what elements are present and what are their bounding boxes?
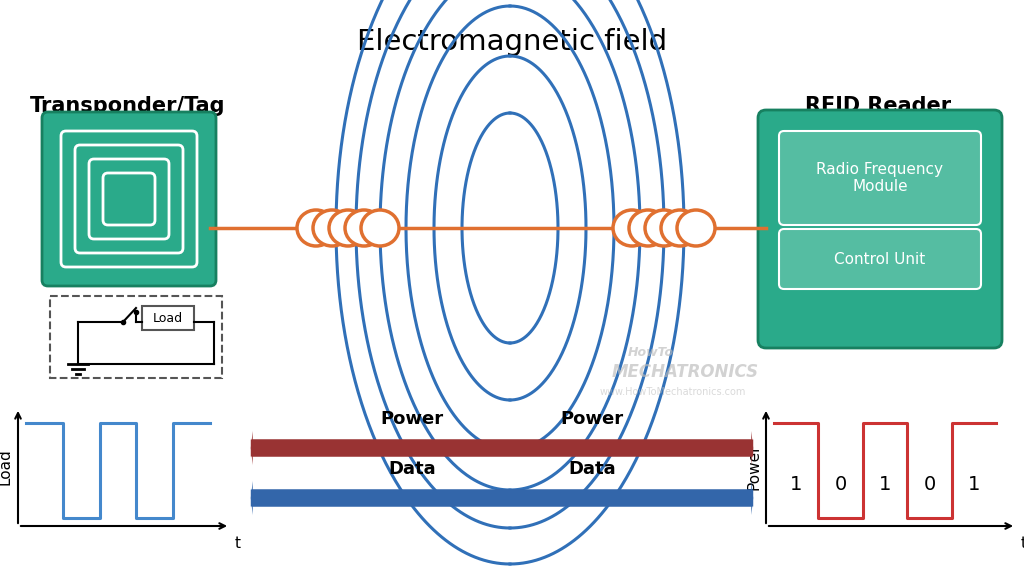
Ellipse shape (645, 210, 683, 246)
Text: Power: Power (560, 410, 624, 428)
Text: Load: Load (0, 449, 13, 486)
Text: Radio Frequency
Module: Radio Frequency Module (816, 162, 943, 194)
FancyBboxPatch shape (142, 306, 194, 330)
Ellipse shape (677, 210, 715, 246)
Text: t: t (234, 536, 241, 551)
Text: Control Unit: Control Unit (835, 251, 926, 266)
Text: 0: 0 (924, 476, 936, 495)
Text: 1: 1 (968, 476, 980, 495)
Text: 1: 1 (879, 476, 891, 495)
Ellipse shape (313, 210, 351, 246)
Text: t: t (1021, 536, 1024, 551)
FancyBboxPatch shape (779, 131, 981, 225)
Ellipse shape (329, 210, 367, 246)
Text: RFID Reader: RFID Reader (805, 96, 951, 116)
Text: Load: Load (153, 312, 183, 324)
Text: Power: Power (746, 444, 761, 490)
Ellipse shape (629, 210, 667, 246)
Ellipse shape (613, 210, 651, 246)
Text: 0: 0 (835, 476, 847, 495)
Text: Electromagnetic field: Electromagnetic field (357, 28, 667, 56)
Text: Data: Data (388, 460, 436, 478)
FancyBboxPatch shape (42, 112, 216, 286)
Text: HowTo: HowTo (628, 346, 674, 358)
FancyBboxPatch shape (758, 110, 1002, 348)
Text: MECHATRONICS: MECHATRONICS (612, 363, 759, 381)
Text: www.HowToMechatronics.com: www.HowToMechatronics.com (600, 387, 746, 397)
Ellipse shape (662, 210, 699, 246)
Text: Transponder/Tag: Transponder/Tag (31, 96, 225, 116)
Text: 1: 1 (790, 476, 803, 495)
FancyBboxPatch shape (779, 229, 981, 289)
Ellipse shape (361, 210, 399, 246)
Text: Data: Data (568, 460, 615, 478)
Ellipse shape (345, 210, 383, 246)
Text: Power: Power (381, 410, 443, 428)
Ellipse shape (297, 210, 335, 246)
